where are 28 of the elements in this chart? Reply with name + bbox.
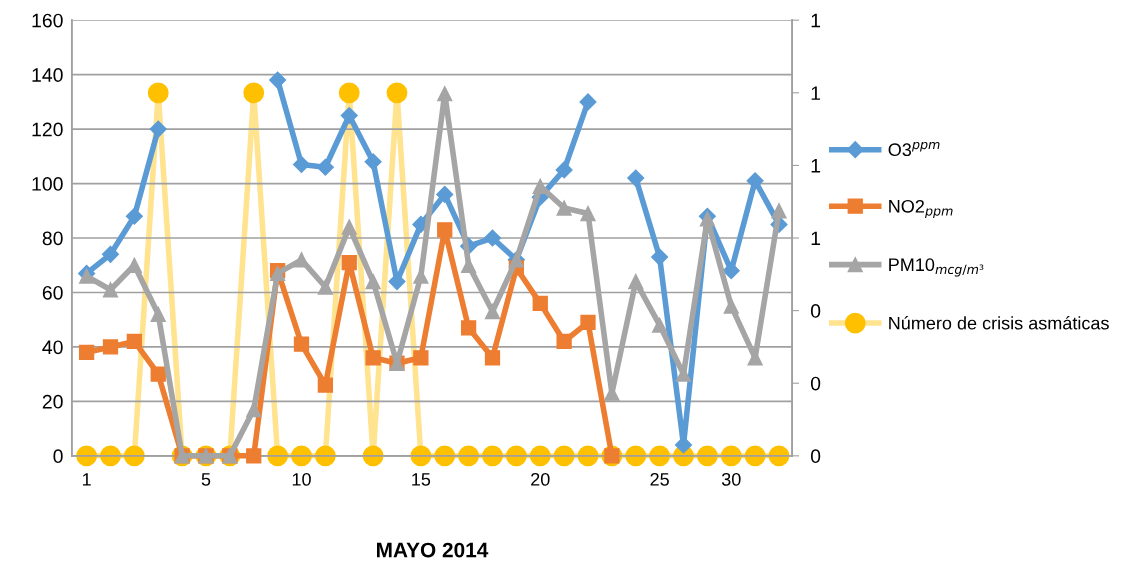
y2-tick-label: 0 <box>810 304 821 318</box>
y2-tick-label: 1 <box>811 231 821 246</box>
y-tick-label: 0 <box>53 449 63 464</box>
legend-label: PM10$_{mcg/m³}$ <box>889 258 984 277</box>
x-tick-label: 20 <box>531 472 550 486</box>
x-tick-label: 30 <box>721 472 741 486</box>
x-tick-label: 1 <box>82 473 91 486</box>
y-tick-label: 140 <box>32 68 63 82</box>
y-tick-label: 80 <box>42 231 63 246</box>
y2-tick-label: 1 <box>811 86 821 100</box>
y-tick-label: 60 <box>42 285 63 300</box>
y2-tick-label: 0 <box>810 449 821 464</box>
y2-tick-label: 1 <box>811 159 821 173</box>
legend-label: Número de crisis asmáticas <box>889 316 1109 330</box>
y-tick-label: 120 <box>32 122 63 137</box>
y2-tick-label: 1 <box>811 13 821 28</box>
x-axis-title: MAYO 2014 <box>377 542 489 558</box>
legend-label: NO2$_{ppm}$ <box>889 199 953 219</box>
y-tick-label: 160 <box>32 13 63 28</box>
y-tick-label: 20 <box>42 394 63 409</box>
y-tick-label: 40 <box>42 340 63 355</box>
y2-tick-label: 0 <box>810 376 821 391</box>
x-tick-label: 5 <box>201 473 211 486</box>
x-tick-label: 25 <box>650 472 669 486</box>
x-tick-label: 15 <box>412 473 431 486</box>
legend-label: O3$^{ppm}$ <box>888 141 940 157</box>
y-tick-label: 100 <box>32 177 63 191</box>
x-tick-label: 10 <box>292 472 311 486</box>
